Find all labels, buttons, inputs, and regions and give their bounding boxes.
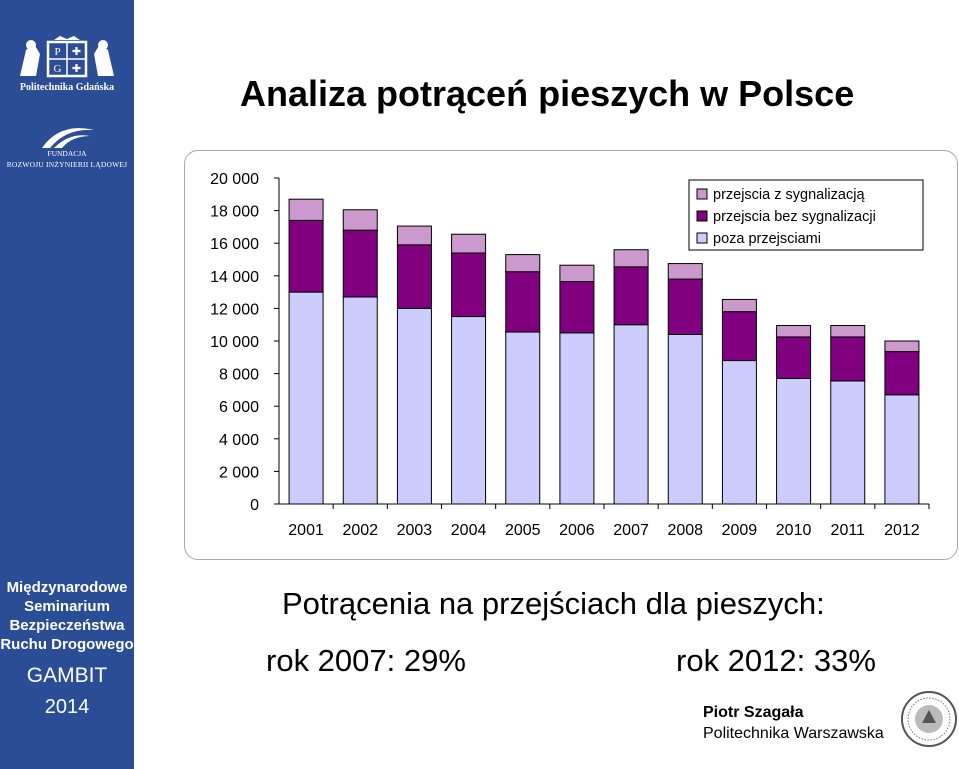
x-tick-label: 2003 — [397, 522, 433, 539]
stat-2007: rok 2007: 29% — [266, 643, 466, 678]
bar-segment-3 — [667, 263, 703, 280]
legend-swatch — [696, 188, 708, 200]
y-tick-label: 6 000 — [219, 399, 259, 416]
bar-segment-3 — [505, 254, 541, 273]
y-tick-label: 8 000 — [219, 367, 259, 384]
svg-text:✚: ✚ — [72, 46, 81, 58]
bar-segment-2 — [505, 271, 541, 333]
bar-segment-2 — [776, 336, 812, 379]
legend-swatch — [696, 232, 708, 244]
foundation-name-line1: FUNDACJA — [47, 149, 87, 158]
x-tick-label: 2001 — [288, 522, 324, 539]
bar-segment-1 — [451, 316, 487, 505]
bar-segment-3 — [451, 233, 487, 254]
crossing-subtitle: Potrącenia na przejściach dla pieszych: — [282, 586, 825, 621]
legend-label: przejscia z sygnalizacją — [713, 187, 865, 203]
foundation-logo — [42, 128, 94, 148]
seminar-name: Międzynarodowe Seminarium Bezpieczeństwa… — [0, 578, 134, 654]
bar-segment-2 — [288, 219, 324, 293]
legend-swatch — [696, 210, 708, 222]
y-tick-label: 20 000 — [210, 171, 259, 188]
legend-box — [688, 179, 924, 251]
x-tick-label: 2011 — [831, 522, 866, 539]
bar-segment-3 — [559, 264, 595, 283]
x-tick-label: 2012 — [884, 522, 920, 539]
event-year: 2014 — [44, 696, 90, 718]
university-name: Politechnika Gdańska — [19, 82, 115, 93]
bar-segment-1 — [396, 307, 432, 505]
bar-segment-1 — [721, 360, 757, 505]
bar-segment-3 — [721, 298, 757, 313]
bar-segment-1 — [830, 380, 866, 505]
seminar-line-3: Bezpieczeństwa — [9, 617, 125, 634]
bar-segment-3 — [613, 249, 649, 268]
x-tick-label: 2009 — [722, 522, 758, 539]
y-tick-label: 16 000 — [210, 236, 259, 253]
bar-segment-1 — [613, 324, 649, 505]
chart-frame: 0 2 000 4 000 6 000 8 000 10 000 12 000 14 000 1… — [184, 150, 958, 560]
bar-segment-2 — [396, 244, 432, 309]
bar-segment-2 — [721, 311, 757, 362]
bar-segment-2 — [667, 278, 703, 335]
author-name: Piotr Szagała — [703, 704, 804, 721]
x-tick-label: 2008 — [667, 522, 703, 539]
x-tick-label: 2006 — [559, 522, 595, 539]
seminar-line-1: Międzynarodowe — [6, 579, 128, 596]
legend-label: poza przejsciami — [713, 231, 821, 247]
bar-segment-3 — [830, 325, 866, 338]
gdansk-university-logo: P G ✚ ✚ — [20, 36, 114, 78]
y-tick-label: 18 000 — [210, 204, 259, 221]
foundation-name-line2: ROZWOJU INŻYNIERII LĄDOWEJ — [6, 160, 128, 169]
bar-segment-2 — [559, 281, 595, 334]
bar-segment-2 — [830, 336, 866, 382]
stacked-bar-chart: 0 2 000 4 000 6 000 8 000 10 000 12 000 14 000 1… — [210, 171, 930, 539]
bar-segment-2 — [451, 252, 487, 318]
svg-text:P: P — [54, 46, 60, 58]
seminar-line-2: Seminarium — [24, 598, 110, 615]
x-tick-label: 2004 — [451, 522, 487, 539]
bar-segment-1 — [667, 333, 703, 505]
svg-text:G: G — [54, 63, 62, 75]
sidebar: P G ✚ ✚ Politechnika Gdańska FUNDACJA RO… — [0, 0, 134, 769]
bar-segment-2 — [613, 266, 649, 326]
bar-segment-3 — [288, 198, 324, 221]
y-tick-label: 0 — [250, 497, 259, 514]
y-tick-label: 2 000 — [219, 464, 259, 481]
bar-segment-1 — [559, 332, 595, 505]
bar-segment-1 — [288, 291, 324, 505]
y-tick-label: 12 000 — [210, 301, 259, 318]
x-tick-label: 2002 — [342, 522, 378, 539]
y-tick-label: 14 000 — [210, 269, 259, 286]
x-tick-label: 2005 — [505, 522, 541, 539]
event-name: GAMBIT — [26, 664, 108, 687]
x-tick-label: 2007 — [613, 522, 649, 539]
warsaw-university-seal — [901, 691, 957, 747]
author-institution: Politechnika Warszawska — [703, 725, 884, 742]
stat-2012: rok 2012: 33% — [676, 643, 876, 678]
bar-segment-1 — [776, 377, 812, 505]
bar-segment-1 — [884, 394, 920, 505]
slide-title: Analiza potrąceń pieszych w Polsce — [240, 73, 855, 114]
bar-segment-2 — [884, 351, 920, 396]
bar-segment-1 — [342, 296, 378, 505]
x-tick-label: 2010 — [776, 522, 812, 539]
bar-segment-3 — [776, 325, 812, 338]
bar-segment-2 — [342, 229, 378, 298]
bar-segment-1 — [505, 331, 541, 505]
legend-label: przejscia bez sygnalizacji — [713, 209, 876, 225]
y-tick-label: 4 000 — [219, 432, 259, 449]
bar-segment-3 — [884, 340, 920, 353]
bar-segment-3 — [342, 209, 378, 231]
bar-segment-3 — [396, 225, 432, 246]
svg-text:✚: ✚ — [72, 63, 81, 75]
seminar-line-4: Ruchu Drogowego — [0, 636, 134, 653]
y-tick-label: 10 000 — [210, 334, 259, 351]
